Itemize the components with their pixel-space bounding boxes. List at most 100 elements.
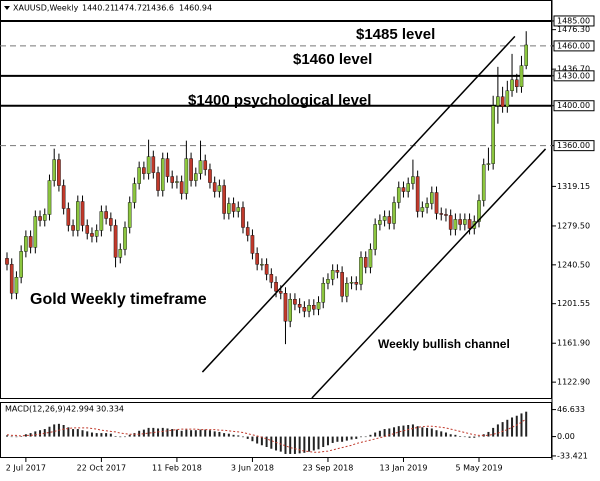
macd-bar [350, 436, 353, 440]
macd-bar [411, 424, 414, 437]
macd-bar [298, 436, 301, 454]
macd-bar [345, 436, 348, 441]
macd-bar [171, 429, 174, 437]
macd-bar [265, 436, 268, 447]
macd-bar [293, 436, 296, 454]
candle-body [335, 270, 340, 273]
candle-body [359, 257, 363, 285]
macd-bar [468, 436, 471, 438]
macd-bar [175, 429, 178, 437]
candle-body [406, 183, 411, 192]
candle-body [330, 270, 335, 280]
y-tick-label: 1485.00 [557, 16, 590, 25]
macd-bar [515, 415, 518, 437]
macd-bar [449, 434, 452, 437]
macd-bar [383, 429, 386, 437]
candle-body [179, 181, 184, 194]
macd-bar [232, 434, 235, 437]
candle-body [392, 202, 396, 224]
y-tick-label: 1161.90 [557, 339, 590, 348]
annotation: $1400 psychological level [188, 92, 371, 109]
candle-body [434, 192, 439, 214]
macd-bar [43, 429, 46, 437]
candle-body [193, 173, 198, 181]
candle-body [28, 236, 33, 248]
candle-body [396, 187, 401, 203]
macd-value: 42.994 [66, 405, 94, 414]
macd-bar [95, 433, 98, 437]
candle-body [113, 225, 118, 258]
macd-bar [473, 436, 476, 438]
macd-bar [308, 436, 311, 452]
candle-body [425, 203, 429, 208]
candle-body [316, 302, 321, 310]
candle-body [321, 283, 326, 303]
macd-bar [388, 428, 391, 437]
macd-bar [260, 436, 263, 446]
x-tick-label: 22 Oct 2017 [77, 464, 126, 473]
candle-body [463, 219, 467, 225]
candle-body [519, 65, 524, 87]
macd-bar [501, 422, 504, 437]
macd-bar [289, 436, 292, 454]
macd-y-tick-label: 0.00 [557, 432, 575, 441]
macd-bar [496, 424, 499, 437]
candle-body [278, 291, 283, 294]
y-tick-label: 1240.50 [557, 260, 590, 269]
candle-body [326, 279, 330, 284]
x-tick-label: 13 Jan 2019 [379, 464, 427, 473]
candle-body [118, 249, 123, 258]
candle-body [439, 213, 444, 215]
level-label-box [553, 70, 595, 82]
candle-body [500, 96, 505, 107]
annotation: Gold Weekly timeframe [30, 291, 207, 308]
candle-body [47, 180, 52, 215]
candle-body [260, 264, 264, 266]
macd-bar [478, 436, 480, 438]
macd-bar [284, 436, 287, 454]
macd-bar [34, 431, 37, 437]
macd-bar [256, 436, 259, 444]
candle-body [217, 185, 222, 192]
macd-bar [270, 436, 273, 449]
macd-bar [303, 436, 306, 453]
y-tick-label: 1400.00 [557, 101, 590, 110]
macd-bar [506, 419, 509, 437]
x-tick-label: 23 Sep 2018 [303, 464, 354, 473]
macd-bar [242, 436, 244, 438]
macd-bar [109, 433, 112, 437]
candle-body [340, 272, 344, 297]
macd-bar [341, 436, 344, 442]
candle-body [420, 207, 425, 212]
candle-body [255, 253, 259, 265]
macd-bar [81, 430, 84, 437]
candle-body [467, 219, 472, 229]
candle-body [175, 181, 179, 183]
macd-bar [440, 431, 443, 437]
candle-body [477, 200, 481, 222]
header-high: 1474.72 [114, 4, 147, 13]
candle-body [491, 105, 495, 164]
header-low: 1436.6 [146, 4, 174, 13]
macd-bar [275, 436, 278, 451]
candle-body [288, 299, 293, 322]
candle-body [90, 233, 94, 237]
macd-bar [48, 426, 51, 437]
macd-bar [246, 436, 249, 439]
candle-body [448, 215, 453, 230]
candle-body [19, 251, 23, 278]
macd-bar [312, 436, 315, 451]
candle-body [99, 211, 104, 231]
macd-bar [194, 430, 197, 437]
candle-body [66, 208, 71, 226]
candle-body [222, 185, 226, 214]
macd-bar [72, 429, 75, 437]
candle-body [453, 219, 458, 230]
candle-body [208, 169, 212, 183]
header-close: 1460.94 [179, 4, 212, 13]
candle-body [75, 201, 80, 231]
macd-bar [124, 436, 126, 438]
macd-bar [190, 430, 193, 437]
macd-bar [487, 431, 490, 437]
